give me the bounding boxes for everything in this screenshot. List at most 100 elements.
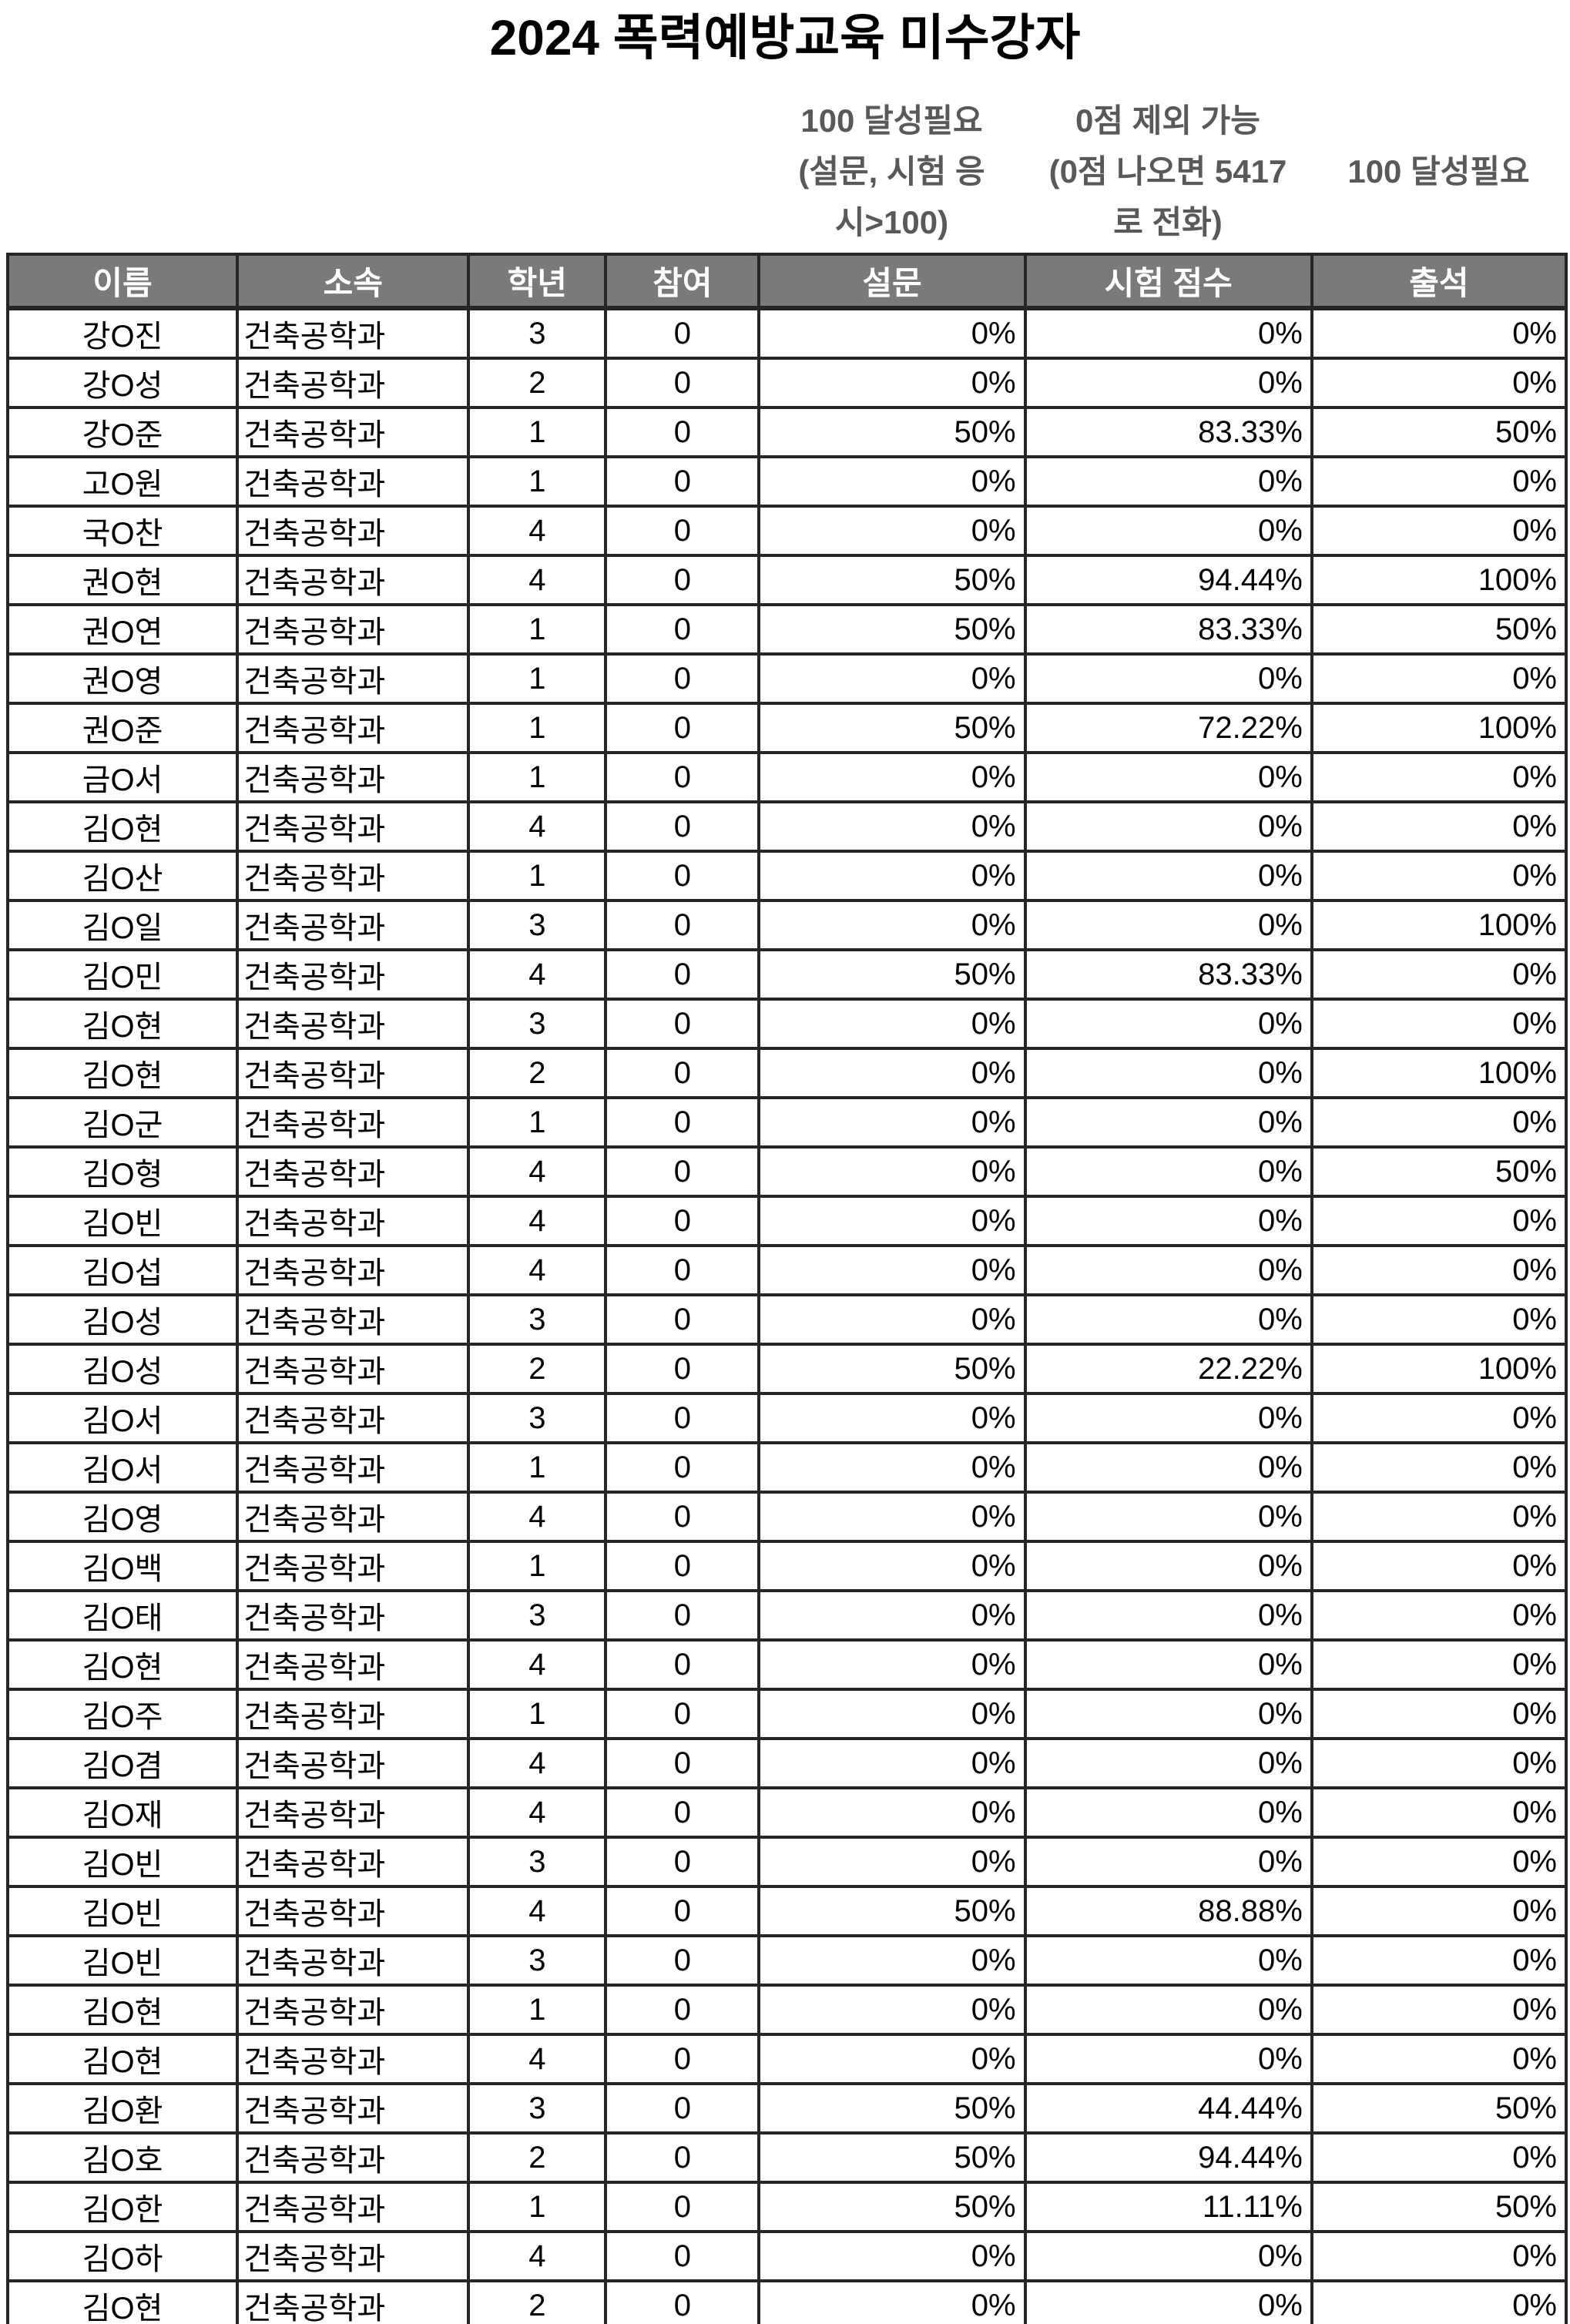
cell-attendance-score: 0% xyxy=(1310,455,1568,508)
note-survey-requirement: 100 달성필요 (설문, 시험 응 시>100) xyxy=(759,96,1025,248)
cell-attendance-score: 0% xyxy=(1310,1737,1568,1789)
cell-name: 국O찬 xyxy=(5,505,240,557)
table-row: 김O빈 건축공학과 3 0 0% 0% 0% xyxy=(5,1934,1568,1987)
cell-attendance-score: 100% xyxy=(1310,702,1568,754)
cell-attendance-score: 0% xyxy=(1310,1589,1568,1642)
cell-exam-score: 0% xyxy=(1023,1244,1313,1296)
cell-attendance-score: 0% xyxy=(1310,1540,1568,1592)
table-row: 김O일 건축공학과 3 0 0% 0% 100% xyxy=(5,899,1568,951)
cell-attendance-score: 0% xyxy=(1310,1786,1568,1839)
cell-department: 건축공학과 xyxy=(236,1737,471,1789)
cell-participation: 0 xyxy=(604,2082,761,2135)
cell-exam-score: 0% xyxy=(1023,2230,1313,2282)
table-row: 국O찬 건축공학과 4 0 0% 0% 0% xyxy=(5,505,1568,557)
cell-attendance-score: 100% xyxy=(1310,554,1568,606)
cell-attendance-score: 0% xyxy=(1310,1244,1568,1296)
cell-exam-score: 0% xyxy=(1023,800,1313,853)
cell-participation: 0 xyxy=(604,1984,761,2036)
cell-grade: 4 xyxy=(467,1638,608,1691)
cell-department: 건축공학과 xyxy=(236,1293,471,1346)
col-header-attendance: 출석 xyxy=(1310,253,1568,310)
cell-exam-score: 0% xyxy=(1023,1096,1313,1149)
cell-department: 건축공학과 xyxy=(236,2181,471,2233)
cell-department: 건축공학과 xyxy=(236,406,471,458)
students-table-body: 강O진 건축공학과 3 0 0% 0% 0% 강O성 건축공학과 2 0 0% 0% 0% 강O준 건축공학과… xyxy=(5,307,1568,2324)
cell-exam-score: 0% xyxy=(1023,2279,1313,2324)
cell-attendance-score: 50% xyxy=(1310,1145,1568,1198)
cell-participation: 0 xyxy=(604,2131,761,2184)
cell-attendance-score: 0% xyxy=(1310,2033,1568,2085)
table-row: 금O서 건축공학과 1 0 0% 0% 0% xyxy=(5,751,1568,803)
table-row: 권O영 건축공학과 1 0 0% 0% 0% xyxy=(5,652,1568,705)
cell-grade: 1 xyxy=(467,702,608,754)
cell-grade: 4 xyxy=(467,1491,608,1543)
cell-attendance-score: 0% xyxy=(1310,2131,1568,2184)
cell-name: 김O하 xyxy=(5,2230,240,2282)
table-row: 김O주 건축공학과 1 0 0% 0% 0% xyxy=(5,1688,1568,1740)
cell-name: 김O현 xyxy=(5,800,240,853)
page-title: 2024 폭력예방교육 미수강자 xyxy=(489,10,1081,65)
cell-grade: 1 xyxy=(467,1096,608,1149)
cell-name: 김O섭 xyxy=(5,1244,240,1296)
cell-department: 건축공학과 xyxy=(236,554,471,606)
cell-survey-score: 50% xyxy=(757,1343,1027,1395)
cell-name: 김O현 xyxy=(5,1638,240,1691)
cell-participation: 0 xyxy=(604,1638,761,1691)
cell-survey-score: 0% xyxy=(757,2279,1027,2324)
cell-exam-score: 72.22% xyxy=(1023,702,1313,754)
cell-exam-score: 0% xyxy=(1023,652,1313,705)
cell-department: 건축공학과 xyxy=(236,1343,471,1395)
cell-survey-score: 0% xyxy=(757,505,1027,557)
cell-attendance-score: 0% xyxy=(1310,1934,1568,1987)
cell-name: 권O현 xyxy=(5,554,240,606)
cell-participation: 0 xyxy=(604,505,761,557)
cell-name: 금O서 xyxy=(5,751,240,803)
cell-department: 건축공학과 xyxy=(236,2033,471,2085)
cell-department: 건축공학과 xyxy=(236,2082,471,2135)
cell-attendance-score: 0% xyxy=(1310,1984,1568,2036)
cell-survey-score: 0% xyxy=(757,1491,1027,1543)
cell-participation: 0 xyxy=(604,1145,761,1198)
cell-grade: 3 xyxy=(467,998,608,1050)
cell-grade: 4 xyxy=(467,1145,608,1198)
cell-department: 건축공학과 xyxy=(236,751,471,803)
col-header-survey: 설문 xyxy=(757,253,1027,310)
cell-attendance-score: 0% xyxy=(1310,1491,1568,1543)
cell-exam-score: 0% xyxy=(1023,850,1313,902)
cell-participation: 0 xyxy=(604,1885,761,1937)
cell-survey-score: 0% xyxy=(757,357,1027,409)
cell-attendance-score: 0% xyxy=(1310,998,1568,1050)
cell-grade: 1 xyxy=(467,2181,608,2233)
cell-survey-score: 0% xyxy=(757,850,1027,902)
cell-exam-score: 0% xyxy=(1023,1786,1313,1839)
col-header-name: 이름 xyxy=(5,253,240,310)
cell-attendance-score: 0% xyxy=(1310,1392,1568,1444)
note-line: 시>100) xyxy=(834,204,949,240)
cell-attendance-score: 0% xyxy=(1310,1638,1568,1691)
cell-participation: 0 xyxy=(604,1343,761,1395)
cell-grade: 4 xyxy=(467,948,608,1001)
cell-survey-score: 0% xyxy=(757,1737,1027,1789)
cell-attendance-score: 100% xyxy=(1310,1047,1568,1099)
cell-name: 김O빈 xyxy=(5,1836,240,1888)
cell-participation: 0 xyxy=(604,1491,761,1543)
cell-exam-score: 0% xyxy=(1023,1441,1313,1494)
cell-participation: 0 xyxy=(604,1688,761,1740)
cell-survey-score: 0% xyxy=(757,1441,1027,1494)
cell-grade: 1 xyxy=(467,1984,608,2036)
cell-name: 강O진 xyxy=(5,307,240,360)
cell-exam-score: 22.22% xyxy=(1023,1343,1313,1395)
cell-exam-score: 0% xyxy=(1023,1145,1313,1198)
table-row: 김O현 건축공학과 3 0 0% 0% 0% xyxy=(5,998,1568,1050)
table-row: 김O서 건축공학과 1 0 0% 0% 0% xyxy=(5,1441,1568,1494)
cell-grade: 1 xyxy=(467,603,608,656)
cell-name: 김O성 xyxy=(5,1293,240,1346)
cell-department: 건축공학과 xyxy=(236,455,471,508)
cell-exam-score: 0% xyxy=(1023,357,1313,409)
cell-name: 김O빈 xyxy=(5,1934,240,1987)
table-row: 고O원 건축공학과 1 0 0% 0% 0% xyxy=(5,455,1568,508)
table-row: 김O하 건축공학과 4 0 0% 0% 0% xyxy=(5,2230,1568,2282)
cell-department: 건축공학과 xyxy=(236,1145,471,1198)
cell-exam-score: 0% xyxy=(1023,2033,1313,2085)
cell-exam-score: 44.44% xyxy=(1023,2082,1313,2135)
